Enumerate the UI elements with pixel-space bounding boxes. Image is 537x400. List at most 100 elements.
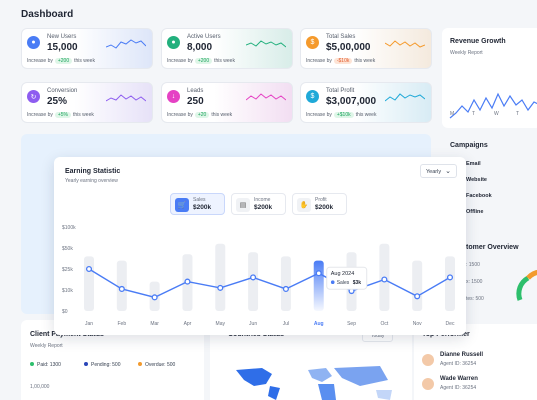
performer-row[interactable]: Wade Warren Agent ID: 36254: [422, 376, 537, 396]
tooltip-value: $3k: [353, 280, 362, 286]
stat-card: ↓ Leads 250 Increase by +20 this week: [161, 82, 293, 123]
earning-title: Earning Statistic: [65, 168, 121, 175]
tab-sales[interactable]: 🛒 Sales $200k: [170, 193, 225, 215]
stat-value: $5,00,000: [326, 42, 371, 53]
tab-value: $200k: [193, 204, 212, 211]
customer-gauge: [516, 269, 537, 301]
legend-dot: [30, 362, 34, 366]
legend-label: Paid: 1300: [37, 362, 61, 368]
stat-value: 250: [187, 96, 204, 107]
stat-footnote: Increase by +200 this week: [167, 58, 235, 64]
sales-icon: $: [306, 36, 319, 49]
stat-suffix: this week: [73, 112, 94, 118]
x-tick-label: Sep: [347, 321, 356, 327]
tab-value: $200k: [254, 204, 273, 211]
customer-overview-title: tomer Overview: [466, 244, 519, 251]
revenue-day-label: M: [450, 111, 455, 117]
tooltip-series: Sales: [337, 280, 350, 286]
legend-dot: [84, 362, 88, 366]
data-point: [414, 293, 421, 300]
campaign-item[interactable]: Email: [466, 161, 481, 167]
y-tick-label: $25k: [62, 267, 73, 273]
x-tick-label: Jan: [85, 321, 93, 327]
chart-tooltip: [326, 266, 368, 290]
earning-card: Earning Statistic Yearly earning overvie…: [54, 157, 466, 335]
stat-card: $ Total Sales $5,00,000 Increase by -$10k thi…: [300, 28, 432, 69]
stat-sparkline: [246, 93, 286, 101]
campaign-item[interactable]: Website: [466, 177, 487, 183]
earning-chart: $0 $10k $25k $50k $100k Jan Feb Mar Apr May Jun Jul…: [62, 225, 455, 327]
data-point: [250, 274, 257, 281]
x-tick-label: May: [216, 321, 226, 327]
wallet-icon: ▤: [236, 198, 250, 212]
profit-icon: $: [306, 90, 319, 103]
chart-bar: [313, 260, 324, 311]
period-select[interactable]: Yearly ⌄: [420, 164, 457, 178]
stat-prefix: Increase by: [167, 112, 193, 118]
performer-row[interactable]: Dianne Russell Agent ID: 36254: [422, 352, 537, 372]
payment-legend-item: Pending: 500: [84, 362, 120, 368]
payment-legend-item: Paid: 1300: [30, 362, 61, 368]
revenue-title: Revenue Growth: [450, 38, 506, 45]
avatar: [422, 354, 434, 366]
performer-name: Dianne Russell: [440, 352, 484, 358]
stat-value: 15,000: [47, 42, 78, 53]
legend-label: Overdue: 500: [145, 362, 176, 368]
tooltip-dot: [330, 280, 335, 284]
y-tick-label: $50k: [62, 246, 73, 252]
stat-delta: -$10k: [333, 58, 353, 64]
stat-prefix: Increase by: [27, 58, 53, 64]
users-icon: ●: [167, 36, 180, 49]
y-tick-label: $10k: [62, 288, 73, 294]
hand-coins-icon: ✋: [297, 198, 311, 212]
chart-bar: [445, 256, 455, 311]
x-tick-label: Apr: [184, 321, 192, 327]
x-tick-label: Feb: [118, 321, 127, 327]
performer-agent: Agent ID: 36254: [440, 361, 477, 367]
stat-label: Active Users: [187, 34, 221, 40]
data-point: [118, 285, 125, 292]
data-point: [315, 270, 322, 277]
stat-delta: +$10k: [333, 112, 354, 118]
customer-overview-row: : 1500: [466, 262, 480, 268]
tab-label: Profit: [315, 197, 327, 203]
stat-value: $3,007,000: [326, 96, 377, 107]
customer-overview-row: x: 1500: [466, 279, 483, 285]
stat-prefix: Increase by: [167, 58, 193, 64]
data-point: [151, 294, 158, 301]
chart-bar: [116, 260, 127, 311]
campaign-item[interactable]: Offline: [466, 209, 484, 215]
stat-footnote: Increase by -$10k this week: [306, 58, 375, 64]
payment-status-subtitle: Weekly Report: [30, 343, 63, 349]
y-tick-label: $0: [62, 309, 68, 315]
legend-label: Pending: 500: [91, 362, 121, 368]
tab-income[interactable]: ▤ Income $200k: [231, 193, 286, 215]
x-tick-label: Aug: [314, 321, 324, 327]
campaigns-title: Campaigns: [450, 142, 488, 149]
stat-prefix: Increase by: [27, 112, 53, 118]
stat-prefix: Increase by: [306, 58, 332, 64]
stat-footnote: Increase by +200 this week: [27, 58, 95, 64]
stat-footnote: Increase by +20 this week: [167, 112, 232, 118]
stat-card: ● New Users 15,000 Increase by +200 this week: [21, 28, 153, 69]
stat-prefix: Increase by: [306, 112, 332, 118]
conversion-icon: ↻: [27, 90, 40, 103]
tab-value: $200k: [315, 204, 334, 211]
chart-bar: [84, 256, 94, 311]
world-map: [236, 366, 392, 400]
stat-label: New Users: [47, 34, 77, 40]
revenue-card: Revenue Growth Weekly Report MTWTF: [442, 28, 537, 128]
revenue-sparkline: [449, 92, 537, 119]
stat-label: Total Profit: [326, 88, 355, 94]
data-point: [282, 285, 289, 292]
tab-profit[interactable]: ✋ Profit $200k: [292, 193, 347, 215]
campaign-item[interactable]: Facebook: [466, 193, 492, 199]
revenue-day-label: T: [472, 111, 476, 117]
x-tick-label: Jul: [283, 321, 289, 327]
x-tick-label: Nov: [413, 321, 422, 327]
x-tick-label: Dec: [446, 321, 455, 327]
revenue-subtitle: Weekly Report: [450, 50, 483, 56]
y-tick-label: $100k: [62, 225, 76, 231]
stat-sparkline: [106, 94, 146, 102]
